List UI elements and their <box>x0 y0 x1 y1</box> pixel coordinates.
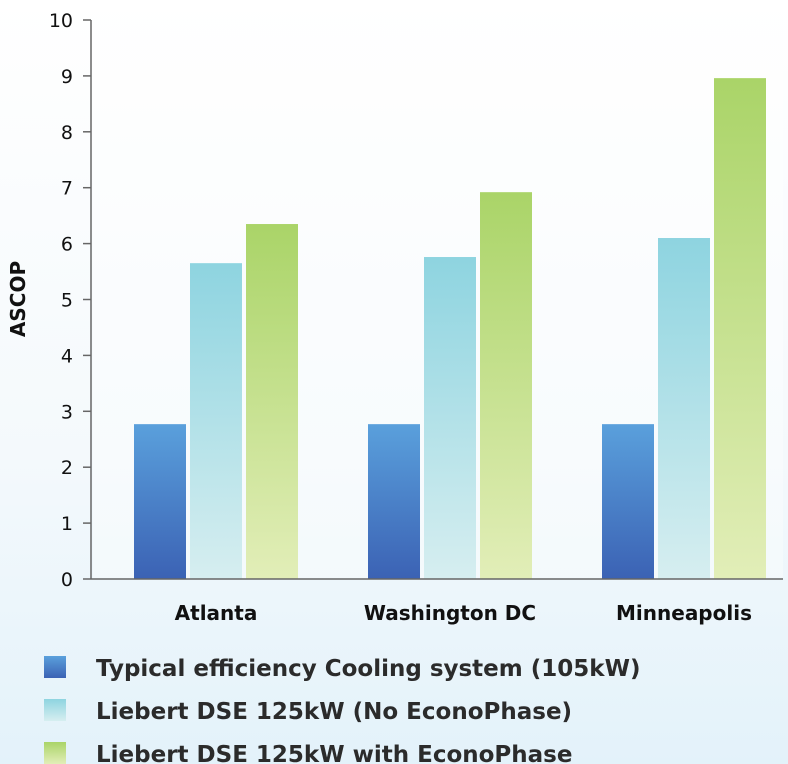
y-tick-label: 2 <box>61 457 73 479</box>
x-category-label: Minneapolis <box>616 601 752 625</box>
y-tick-label: 4 <box>61 345 73 367</box>
legend-swatch <box>44 656 66 678</box>
bar-minneapolis-series-3 <box>714 78 766 580</box>
bar-minneapolis-series-2 <box>658 238 710 579</box>
y-tick-label: 0 <box>61 569 73 591</box>
x-category-label: Atlanta <box>175 601 258 625</box>
y-ticks: 0 1 2 3 4 5 6 7 8 9 10 <box>49 10 91 591</box>
y-tick-label: 8 <box>61 122 73 144</box>
y-tick-label: 6 <box>61 234 73 256</box>
y-axis-label: ASCOP <box>6 261 30 337</box>
bar-atlanta-series-2 <box>190 263 242 579</box>
x-labels: Atlanta Washington DC Minneapolis <box>175 601 752 625</box>
y-tick-label: 7 <box>61 178 73 200</box>
bar-washington-dc-series-3 <box>480 192 532 579</box>
y-tick-label: 3 <box>61 401 73 423</box>
bar-washington-dc-series-2 <box>424 257 476 579</box>
legend: Typical efficiency Cooling system (105kW… <box>44 656 640 764</box>
x-category-label: Washington DC <box>364 601 536 625</box>
legend-swatch <box>44 742 66 764</box>
bar-atlanta-series-3 <box>246 224 298 579</box>
y-tick-label: 9 <box>61 66 73 88</box>
y-tick-label: 10 <box>49 10 73 32</box>
y-tick-label: 1 <box>61 513 73 535</box>
y-tick-label: 5 <box>61 290 73 312</box>
legend-label: Liebert DSE 125kW with EconoPhase <box>96 742 572 764</box>
legend-swatch <box>44 699 66 721</box>
bar-minneapolis-series-1 <box>602 424 654 579</box>
bar-washington-dc-series-1 <box>368 424 420 579</box>
bars-layer <box>134 78 766 580</box>
bar-atlanta-series-1 <box>134 424 186 579</box>
legend-label: Liebert DSE 125kW (No EconoPhase) <box>96 699 572 725</box>
legend-label: Typical efficiency Cooling system (105kW… <box>96 656 640 682</box>
